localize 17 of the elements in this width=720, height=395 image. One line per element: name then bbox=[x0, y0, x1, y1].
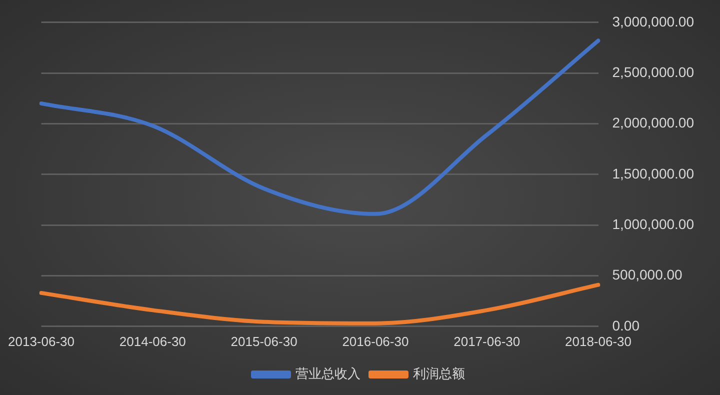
legend-label: 营业总收入 bbox=[296, 366, 360, 382]
y-tick-label: 500,000.00 bbox=[612, 266, 683, 283]
y-tick-label: 1,000,000.00 bbox=[612, 216, 694, 232]
y-tick-label: 0.00 bbox=[612, 317, 640, 334]
y-tick-label: 2,500,000.00 bbox=[612, 64, 694, 80]
x-tick-label: 2018-06-30 bbox=[565, 334, 632, 349]
x-tick-label: 2013-06-30 bbox=[8, 334, 74, 349]
x-tick-label: 2017-06-30 bbox=[454, 334, 520, 349]
x-tick-label: 2015-06-30 bbox=[230, 334, 298, 349]
x-tick-label: 2016-06-30 bbox=[342, 334, 409, 349]
y-tick-label: 1,500,000.00 bbox=[612, 165, 694, 182]
x-tick-label: 2014-06-30 bbox=[119, 334, 186, 349]
line-series bbox=[39, 38, 600, 216]
y-tick-label: 3,000,000.00 bbox=[612, 13, 694, 30]
line-series bbox=[39, 282, 600, 326]
legend-label: 利润总额 bbox=[413, 366, 465, 382]
y-tick-label: 2,000,000.00 bbox=[612, 114, 694, 131]
